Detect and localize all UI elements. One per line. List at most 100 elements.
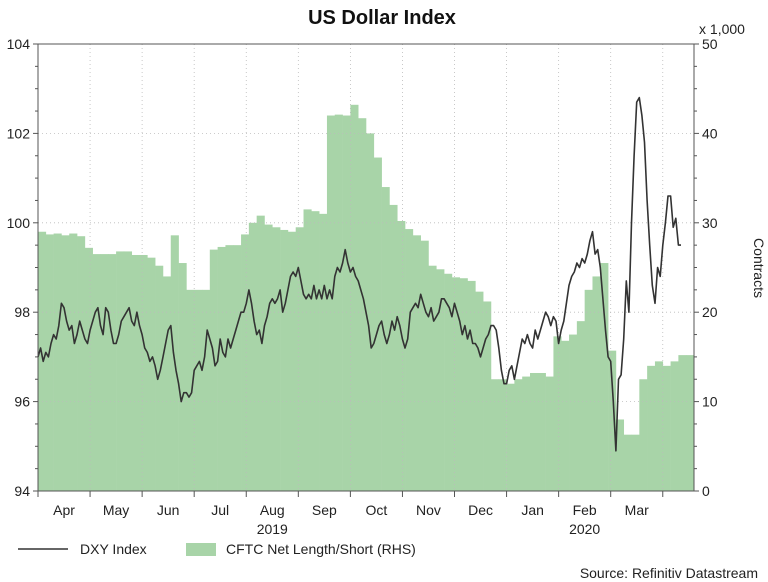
cftc-bar bbox=[412, 235, 421, 491]
cftc-bar bbox=[420, 240, 429, 491]
left-tick-label: 100 bbox=[7, 215, 31, 231]
right-tick-label: 40 bbox=[702, 125, 718, 141]
cftc-bar bbox=[498, 379, 507, 491]
cftc-bar bbox=[686, 355, 695, 491]
cftc-bar bbox=[116, 251, 125, 491]
cftc-bar bbox=[334, 114, 343, 491]
cftc-bar bbox=[139, 254, 148, 491]
cftc-bar bbox=[287, 231, 297, 492]
cftc-bar bbox=[459, 278, 468, 491]
legend-swatch-cftc bbox=[186, 543, 216, 556]
x-month-label: Apr bbox=[53, 502, 75, 518]
x-month-label: Mar bbox=[625, 502, 649, 518]
cftc-bar bbox=[280, 229, 289, 491]
cftc-bar bbox=[428, 265, 437, 491]
x-year-label: 2020 bbox=[569, 521, 600, 537]
cftc-bar bbox=[84, 247, 93, 491]
cftc-bar bbox=[319, 213, 328, 492]
plot-area bbox=[37, 43, 695, 492]
cftc-bar bbox=[155, 265, 164, 491]
cftc-bar bbox=[670, 361, 679, 491]
cftc-bar bbox=[576, 321, 585, 491]
cftc-bar bbox=[654, 361, 664, 491]
cftc-bar bbox=[350, 104, 359, 492]
cftc-bar bbox=[545, 376, 554, 491]
cftc-bar bbox=[147, 257, 156, 491]
cftc-bar bbox=[522, 376, 531, 491]
cftc-bar bbox=[623, 434, 632, 491]
left-tick-label: 104 bbox=[7, 36, 31, 52]
x-month-label: Jul bbox=[211, 502, 229, 518]
x-month-label: Dec bbox=[468, 502, 493, 518]
cftc-bar bbox=[600, 263, 609, 491]
cftc-bar bbox=[123, 251, 133, 491]
cftc-bar bbox=[373, 157, 382, 491]
x-month-label: May bbox=[103, 502, 129, 518]
cftc-bar bbox=[178, 263, 187, 491]
cftc-bar bbox=[553, 336, 562, 491]
cftc-bar bbox=[225, 245, 234, 491]
cftc-bar bbox=[662, 365, 671, 491]
cftc-bar bbox=[209, 249, 218, 491]
x-month-label: Jan bbox=[521, 502, 544, 518]
cftc-bar bbox=[397, 221, 406, 491]
legend-label-dxy: DXY Index bbox=[80, 541, 147, 557]
x-axis: Apr May Jun Jul Aug Sep Oct Nov Dec Jan Feb Mar 2019… bbox=[37, 491, 664, 537]
cftc-bar bbox=[506, 383, 515, 491]
right-axis-label: Contracts bbox=[751, 238, 767, 298]
cftc-bar bbox=[194, 289, 203, 491]
cftc-bar bbox=[678, 355, 687, 491]
cftc-bar bbox=[615, 419, 625, 491]
cftc-bar bbox=[100, 254, 109, 491]
x-year-label: 2019 bbox=[257, 521, 288, 537]
cftc-bar bbox=[530, 372, 539, 491]
x-month-label: Aug bbox=[260, 502, 285, 518]
cftc-bar bbox=[92, 254, 101, 491]
cftc-bar bbox=[264, 224, 273, 491]
cftc-bar bbox=[45, 234, 54, 491]
cftc-bar bbox=[108, 254, 117, 491]
cftc-bar bbox=[537, 372, 546, 491]
cftc-bar bbox=[162, 276, 172, 491]
legend: DXY Index CFTC Net Length/Short (RHS) bbox=[18, 541, 416, 557]
cftc-bar bbox=[303, 209, 312, 491]
x-month-label: Feb bbox=[573, 502, 597, 518]
cftc-bar bbox=[436, 269, 445, 491]
x-month-label: Nov bbox=[416, 502, 441, 518]
cftc-bar bbox=[202, 289, 211, 491]
right-tick-label: 10 bbox=[702, 394, 718, 410]
cftc-bar bbox=[53, 233, 62, 491]
x-month-label: Jun bbox=[157, 502, 180, 518]
left-tick-label: 96 bbox=[14, 394, 30, 410]
cftc-bar bbox=[256, 215, 265, 491]
cftc-bar bbox=[451, 277, 461, 491]
right-y-axis: 0 10 20 30 40 50 bbox=[694, 36, 718, 499]
right-tick-label: 0 bbox=[702, 483, 710, 499]
source-note: Source: Refinitiv Datastream bbox=[580, 565, 758, 581]
cftc-bar bbox=[217, 246, 226, 491]
cftc-bar bbox=[358, 118, 367, 492]
left-tick-label: 98 bbox=[14, 304, 30, 320]
cftc-bar bbox=[561, 340, 570, 491]
x-month-label: Sep bbox=[312, 502, 337, 518]
cftc-bar bbox=[272, 227, 281, 491]
cftc-bar bbox=[475, 291, 484, 491]
cftc-area-series bbox=[38, 104, 695, 492]
cftc-bar bbox=[592, 276, 601, 491]
cftc-bar bbox=[467, 280, 476, 491]
left-tick-label: 102 bbox=[7, 125, 31, 141]
x-month-label: Oct bbox=[366, 502, 388, 518]
cftc-bar bbox=[326, 115, 336, 492]
dxy-line-series bbox=[37, 96, 681, 452]
left-y-axis: 94 96 98 100 102 104 bbox=[7, 36, 38, 499]
cftc-bar bbox=[389, 204, 398, 492]
cftc-bar bbox=[608, 350, 617, 491]
chart-title: US Dollar Index bbox=[308, 7, 456, 29]
right-tick-label: 50 bbox=[702, 36, 718, 52]
cftc-bar bbox=[483, 301, 492, 491]
cftc-bar bbox=[514, 379, 523, 491]
cftc-bar bbox=[647, 365, 656, 491]
cftc-bar bbox=[69, 233, 78, 491]
legend-label-cftc: CFTC Net Length/Short (RHS) bbox=[226, 541, 416, 557]
